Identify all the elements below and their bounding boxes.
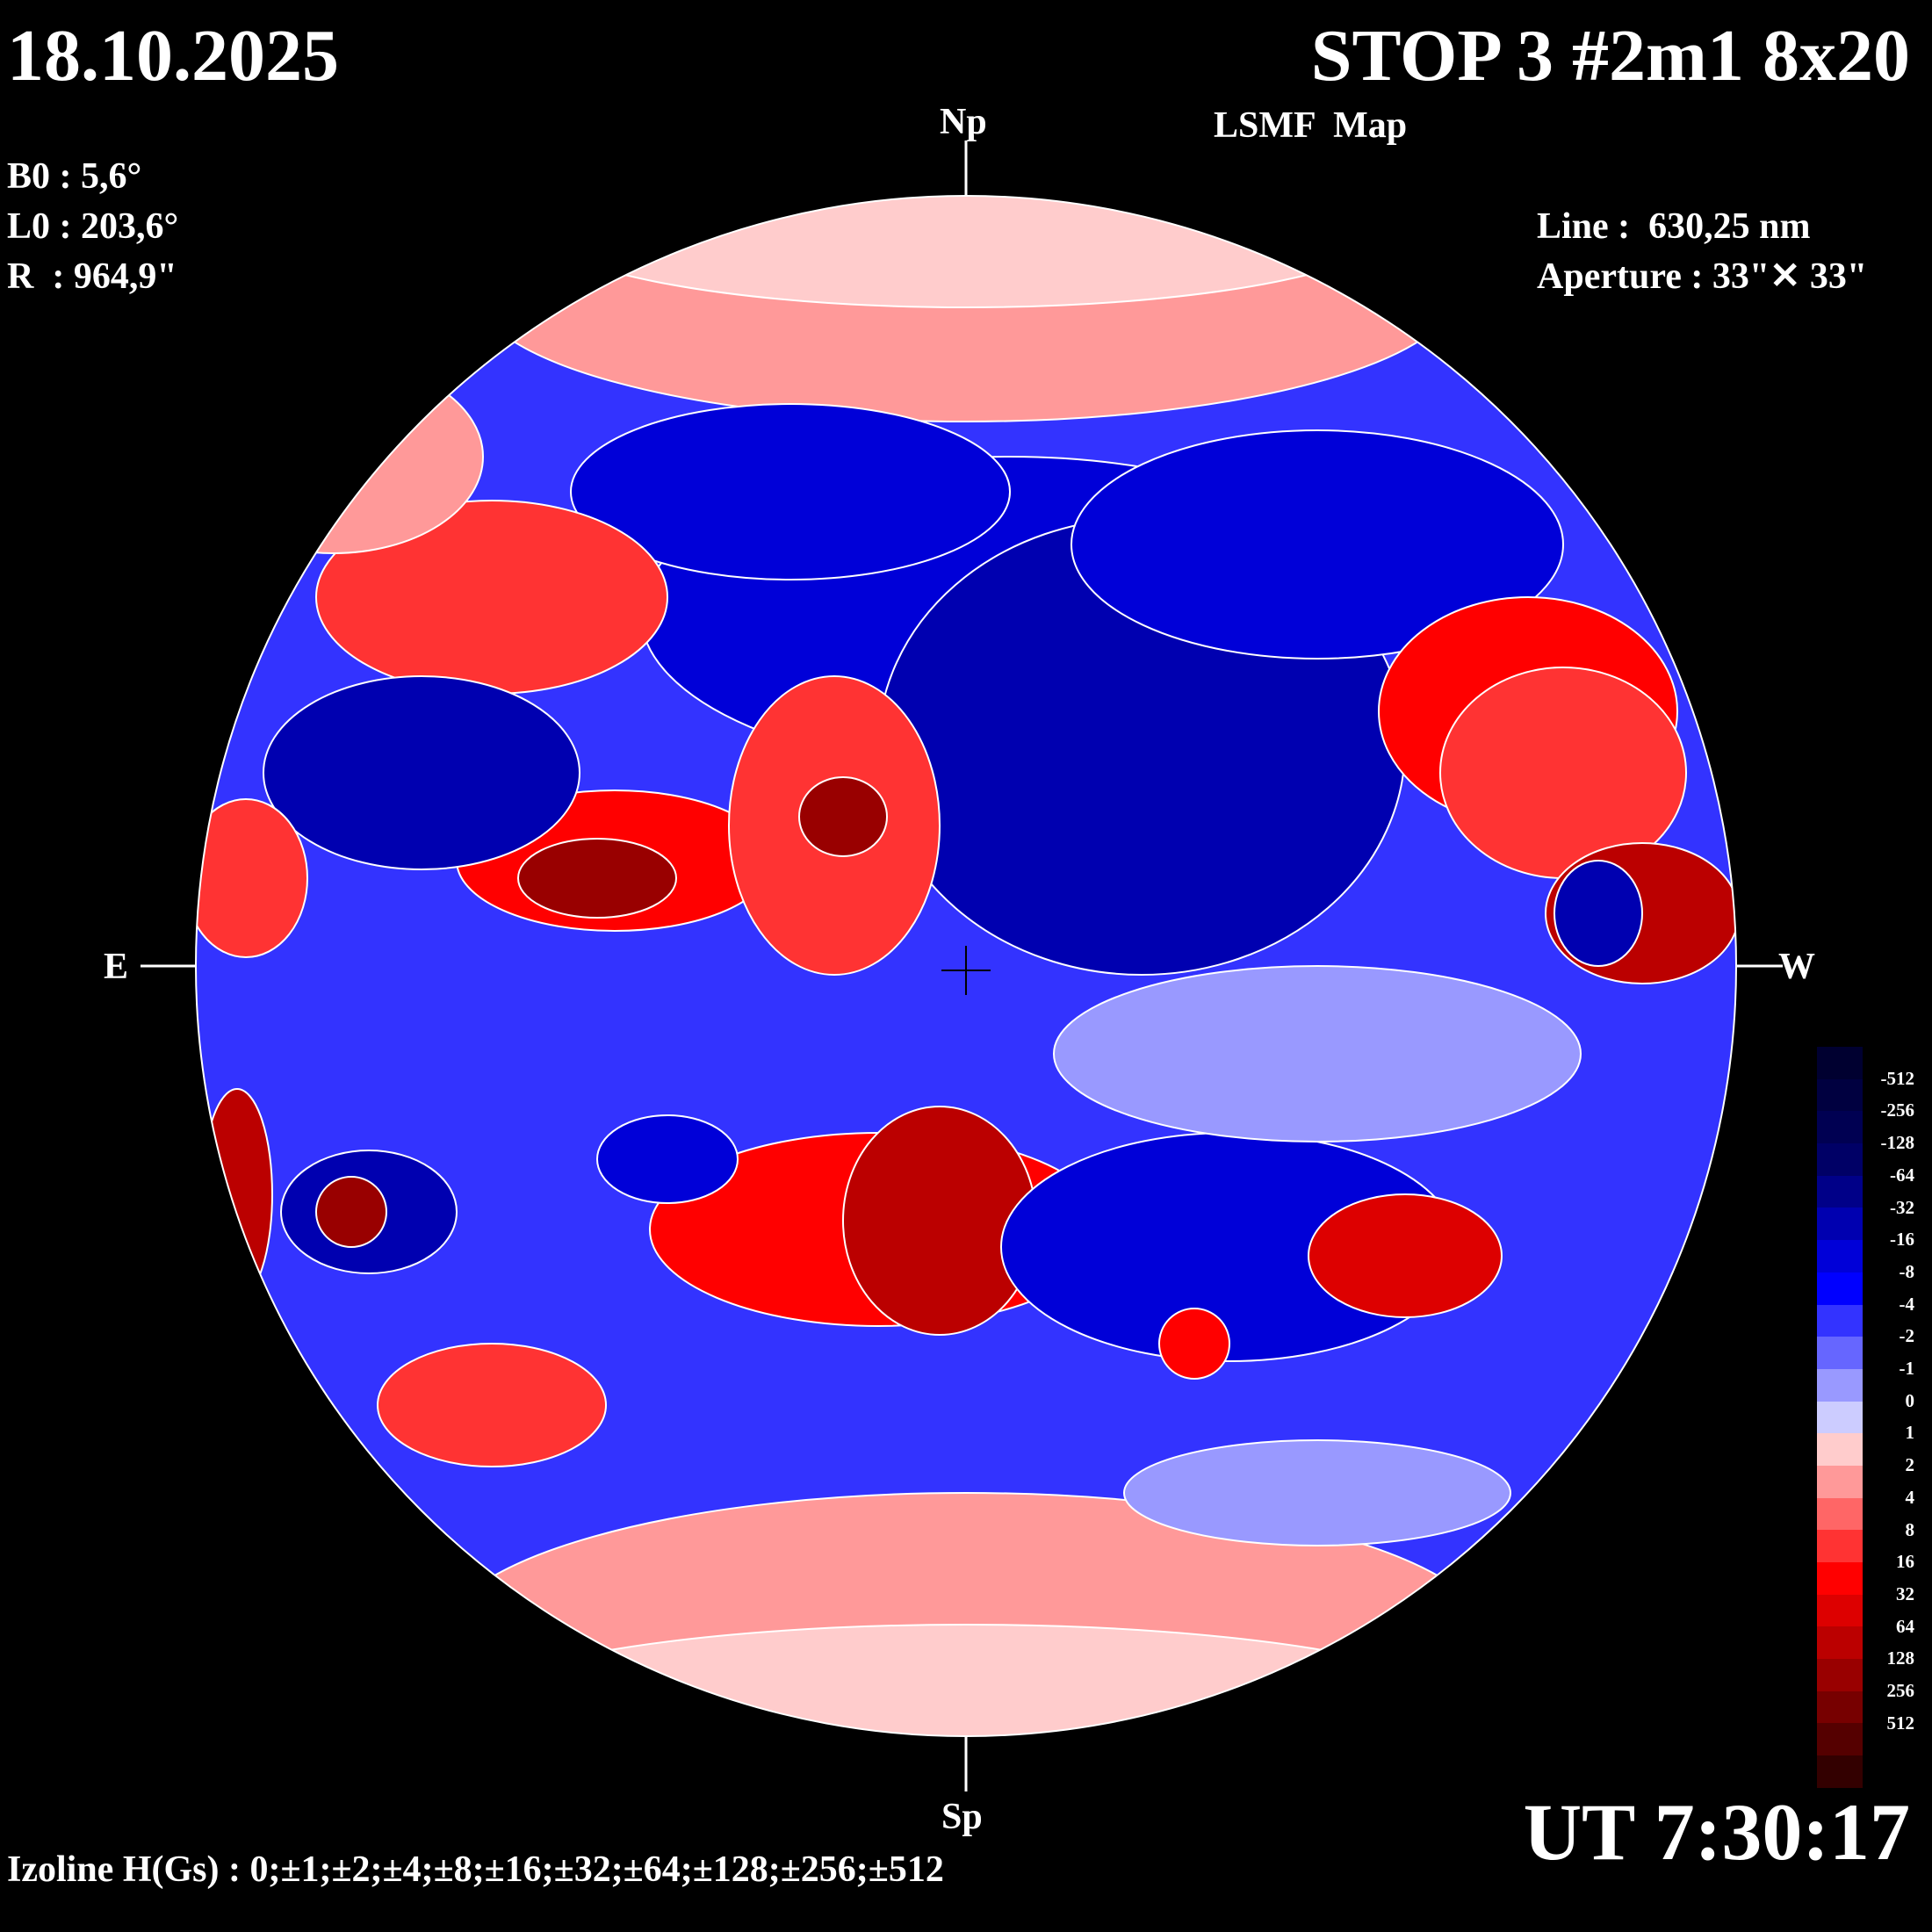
magnetic-field-region: [1158, 1308, 1230, 1380]
color-scale-label: -128: [1880, 1132, 1915, 1154]
observation-time: UT 7:30:17: [1523, 1787, 1910, 1877]
color-scale-band: [1817, 1465, 1863, 1498]
color-scale-band: [1817, 1337, 1863, 1369]
magnetic-field-region: [517, 838, 677, 919]
west-label: W: [1778, 947, 1815, 987]
color-scale-label: -64: [1890, 1164, 1914, 1186]
line-value: Line : 630,25 nm: [1537, 206, 1811, 247]
color-scale-label: 0: [1905, 1389, 1915, 1411]
magnetic-field-region: [798, 776, 888, 857]
magnetic-field-region: [596, 1114, 739, 1204]
color-scale-label: -256: [1880, 1099, 1915, 1121]
color-scale-band: [1817, 1755, 1863, 1788]
color-scale-label: 128: [1886, 1647, 1915, 1669]
color-scale-label: 256: [1886, 1680, 1915, 1701]
color-scale-label: -512: [1880, 1067, 1915, 1089]
magnetic-field-region: [196, 798, 308, 958]
color-scale-band: [1817, 1240, 1863, 1272]
magnetic-field-region: [1123, 1439, 1511, 1546]
magnetic-field-region: [377, 1343, 607, 1467]
color-scale-band: [1817, 1433, 1863, 1466]
magnetic-field-region: [1308, 1193, 1503, 1318]
aperture-value: Aperture : 33"✕ 33": [1537, 256, 1868, 297]
color-scale-label: 64: [1896, 1615, 1914, 1637]
radius-value: R : 964,9": [7, 256, 177, 297]
izoline-legend: Izoline H(Gs) : 0;±1;±2;±4;±8;±16;±32;±6…: [7, 1849, 944, 1890]
color-scale-band: [1817, 1208, 1863, 1241]
south-pole-label: Sp: [941, 1797, 983, 1837]
magnetic-field-region: [196, 359, 484, 554]
color-scale-label: -32: [1890, 1196, 1914, 1218]
magnetic-field-region: [570, 403, 1011, 580]
magnetic-field-region: [315, 1176, 387, 1248]
color-scale-label: 4: [1905, 1486, 1915, 1508]
color-scale-label: 512: [1886, 1712, 1915, 1734]
color-scale-band: [1817, 1401, 1863, 1434]
color-scale-bar: [1817, 1047, 1863, 1788]
magnetic-field-region: [263, 675, 580, 870]
color-scale-label: -8: [1899, 1260, 1915, 1282]
color-scale-band: [1817, 1562, 1863, 1595]
color-scale-label: 32: [1896, 1582, 1914, 1604]
color-scale-band: [1817, 1111, 1863, 1144]
color-scale-band: [1817, 1530, 1863, 1562]
color-scale-label: 2: [1905, 1454, 1915, 1476]
east-label: E: [104, 947, 129, 987]
magnetic-field-region: [1071, 429, 1564, 660]
disk-center-cross-icon: [941, 946, 991, 995]
map-title: STOP 3 #2m1 8x20: [1310, 15, 1910, 97]
color-scale-band: [1817, 1047, 1863, 1079]
b0-value: B0 : 5,6°: [7, 156, 142, 197]
north-pole-label: Np: [940, 102, 987, 142]
color-scale-band: [1817, 1594, 1863, 1627]
color-scale-band: [1817, 1304, 1863, 1337]
axis-ticks: [141, 141, 1783, 1791]
color-scale-band: [1817, 1723, 1863, 1756]
magnetic-field-region: [1053, 965, 1582, 1143]
magnetic-field-region: [201, 1088, 273, 1301]
color-scale-label: 1: [1905, 1422, 1915, 1444]
color-scale-band: [1817, 1143, 1863, 1176]
color-scale-label: 16: [1896, 1551, 1914, 1573]
color-scale-label: -16: [1890, 1229, 1914, 1251]
color-scale-band: [1817, 1368, 1863, 1402]
color-scale-band: [1817, 1626, 1863, 1660]
color-scale-band: [1817, 1497, 1863, 1531]
color-scale-band: [1817, 1659, 1863, 1691]
color-scale-band: [1817, 1175, 1863, 1208]
color-scale-band: [1817, 1272, 1863, 1305]
color-scale-label: 8: [1905, 1518, 1915, 1540]
color-scale-label: -1: [1899, 1358, 1915, 1379]
observation-date: 18.10.2025: [7, 15, 339, 97]
color-scale-band: [1817, 1690, 1863, 1724]
l0-value: L0 : 203,6°: [7, 206, 179, 247]
color-scale-label: -2: [1899, 1325, 1915, 1347]
magnetic-field-region: [1554, 860, 1643, 967]
map-subtitle: LSMF Map: [1214, 105, 1408, 146]
color-scale-band: [1817, 1078, 1863, 1112]
color-scale-label: -4: [1899, 1293, 1915, 1315]
solar-limb: [195, 195, 1737, 1737]
